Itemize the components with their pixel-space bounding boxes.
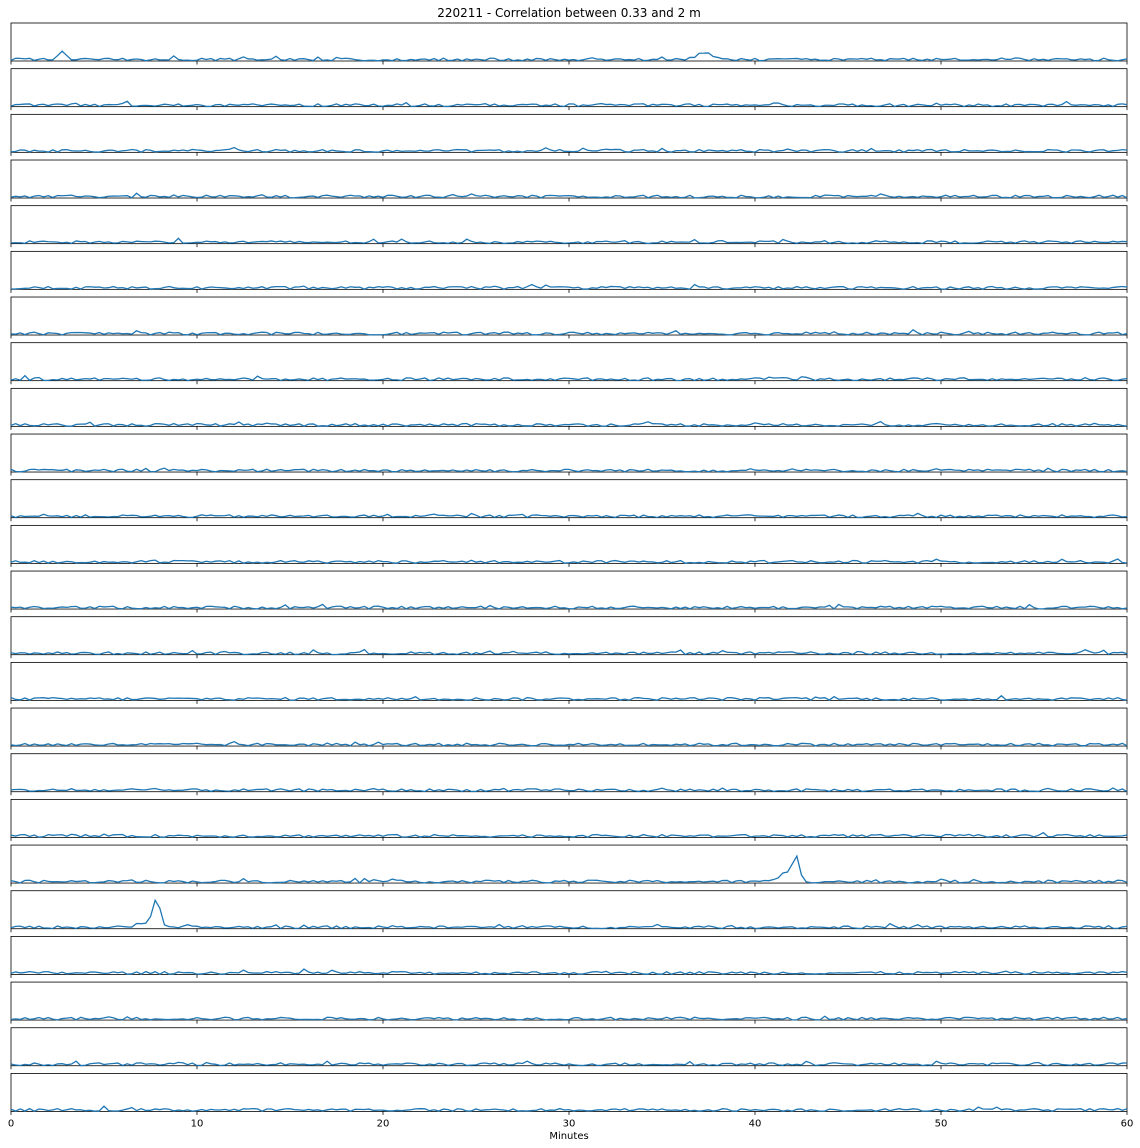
correlation-series-line <box>10 283 1128 290</box>
panel-frame <box>10 844 1128 884</box>
correlation-series-line <box>10 740 1128 747</box>
x-axis: 0 10 20 30 40 50 60 <box>8 1118 1134 1129</box>
x-tick-label: 0 <box>8 1118 14 1129</box>
correlation-series-line <box>10 100 1128 108</box>
correlation-panel <box>10 68 1128 111</box>
correlation-series-line <box>10 192 1128 199</box>
x-tick-label: 50 <box>935 1118 948 1129</box>
panel-frame <box>10 159 1128 199</box>
correlation-series-line <box>10 374 1128 382</box>
panel-frame <box>10 1073 1128 1112</box>
panel-frame <box>10 433 1128 473</box>
panel-frame <box>10 936 1128 975</box>
correlation-panel <box>10 1027 1128 1070</box>
correlation-series-line <box>10 854 1128 884</box>
correlation-panel <box>10 479 1128 522</box>
panel-frame <box>10 387 1128 427</box>
correlation-panel <box>10 707 1128 750</box>
correlation-panel <box>10 296 1128 339</box>
correlation-series-line <box>10 146 1128 153</box>
correlation-series-line <box>10 831 1128 838</box>
panel-frame <box>10 570 1128 610</box>
correlation-panel <box>10 1073 1128 1115</box>
panel-frame <box>10 250 1128 290</box>
x-tick-label: 40 <box>749 1118 762 1129</box>
correlation-series-line <box>10 787 1128 793</box>
correlation-panel <box>10 616 1128 659</box>
x-tick-label: 30 <box>563 1118 576 1129</box>
x-tick-label: 20 <box>377 1118 390 1129</box>
panel-stack <box>10 22 1128 1115</box>
correlation-series-line <box>10 648 1128 656</box>
correlation-panel <box>10 205 1128 248</box>
correlation-series-line <box>10 328 1128 336</box>
panel-frame <box>10 205 1128 245</box>
correlation-series-line <box>10 1015 1128 1021</box>
correlation-panel <box>10 22 1128 65</box>
panel-frame <box>10 524 1128 564</box>
panel-frame <box>10 113 1128 153</box>
correlation-panel <box>10 387 1128 430</box>
correlation-panel <box>10 981 1128 1024</box>
panel-frame <box>10 479 1128 519</box>
correlation-panel <box>10 570 1128 613</box>
correlation-series-line <box>10 237 1128 245</box>
panel-frame <box>10 890 1128 930</box>
correlation-panel <box>10 661 1128 704</box>
correlation-panel <box>10 753 1128 796</box>
panel-frame <box>10 753 1128 793</box>
correlation-series-line <box>10 694 1128 701</box>
correlation-panel <box>10 250 1128 293</box>
panel-frame <box>10 296 1128 336</box>
chart-title: 220211 - Correlation between 0.33 and 2 … <box>437 6 701 20</box>
correlation-panel <box>10 844 1128 887</box>
x-tick-label: 60 <box>1121 1118 1134 1129</box>
x-tick-label: 10 <box>191 1118 204 1129</box>
correlation-panel <box>10 433 1128 476</box>
panel-frame <box>10 661 1128 701</box>
panel-frame <box>10 616 1128 656</box>
correlation-series-line <box>10 558 1128 564</box>
correlation-panel <box>10 798 1128 841</box>
correlation-series-line <box>10 898 1128 930</box>
correlation-panel <box>10 890 1128 933</box>
panel-frame <box>10 798 1128 838</box>
correlation-panel <box>10 159 1128 202</box>
correlation-panel <box>10 342 1128 385</box>
correlation-series-line <box>10 50 1128 62</box>
panel-frame <box>10 68 1128 108</box>
panel-frame <box>10 707 1128 747</box>
correlation-panel <box>10 936 1128 978</box>
panel-frame <box>10 342 1128 382</box>
correlation-series-line <box>10 467 1128 473</box>
correlation-panel <box>10 524 1128 567</box>
correlation-series-line <box>10 1105 1128 1112</box>
correlation-series-line <box>10 1060 1128 1067</box>
correlation-series-line <box>10 420 1128 427</box>
panel-frame <box>10 1027 1128 1067</box>
panel-frame <box>10 22 1128 62</box>
x-axis-label: Minutes <box>549 1131 588 1142</box>
correlation-panel <box>10 113 1128 156</box>
correlation-series-line <box>10 603 1128 610</box>
correlation-series-line <box>10 512 1128 519</box>
panel-frame <box>10 981 1128 1021</box>
correlation-series-line <box>10 968 1128 975</box>
